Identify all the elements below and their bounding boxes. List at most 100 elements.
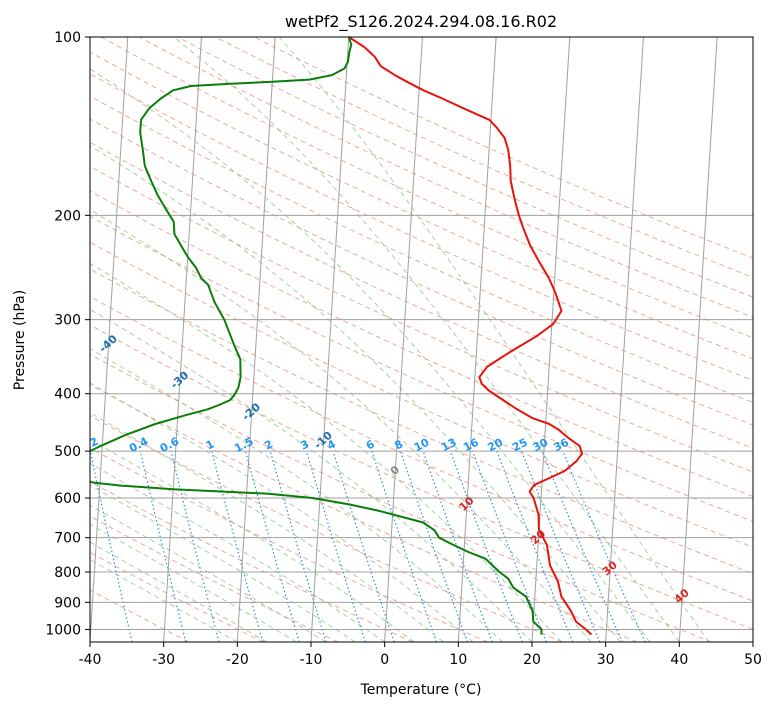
isotherm-line <box>384 37 423 642</box>
y-tick-label: 200 <box>54 208 81 224</box>
mixing-ratio-label: 2 <box>262 437 275 452</box>
x-axis-ticks: -40 -30 -20 -10 0 10 20 30 40 50 <box>79 642 762 668</box>
moist-adiabat-line <box>90 438 415 642</box>
y-tick-label: 700 <box>54 531 81 547</box>
isotherm-line <box>90 37 129 642</box>
dry-adiabat-label: -50 <box>26 290 50 313</box>
mixing-ratio-line <box>211 450 264 642</box>
sounding-series <box>90 37 593 636</box>
mixing-ratio-label: 25 <box>510 436 530 455</box>
y-axis-label: Pressure (hPa) <box>12 290 28 390</box>
y-tick-label: 600 <box>54 491 81 507</box>
isotherm-line <box>678 37 718 642</box>
dry-adiabat-line <box>90 73 753 381</box>
dry-adiabat-line <box>90 118 753 426</box>
mixing-ratio-label: 20 <box>486 436 506 455</box>
dry-adiabat-line <box>100 37 753 339</box>
moist-adiabat-line <box>90 348 503 642</box>
dry-adiabat-line <box>90 415 563 642</box>
mixing-ratio-line <box>170 450 220 642</box>
x-tick-label: 40 <box>670 652 688 668</box>
dry-adiabat-label: -40 <box>97 332 121 355</box>
line-labels: 0.10.20.40.611.52346810131620253036-100-… <box>26 290 692 606</box>
x-tick-label: -30 <box>152 652 175 668</box>
isotherm-line <box>457 37 497 642</box>
moist-adiabat-line <box>90 68 651 642</box>
mixing-ratio-label: 36 <box>551 436 571 455</box>
isobar-gridlines <box>90 37 753 630</box>
moist-adiabat-line <box>90 558 238 642</box>
moist-adiabat-label: 40 <box>672 586 692 606</box>
isotherm-line <box>236 37 276 642</box>
dry-adiabat-line <box>215 37 753 278</box>
mixing-ratio-lines <box>90 450 646 642</box>
dry-adiabat-line <box>90 215 753 523</box>
moist-adiabat-line <box>90 504 326 642</box>
x-tick-label: 0 <box>380 652 389 668</box>
mixing-ratio-label: 3 <box>299 437 312 452</box>
plot-area: 0.10.20.40.611.52346810131620253036-100-… <box>26 37 753 642</box>
dry-adiabat-line <box>90 296 753 602</box>
dry-adiabat-line <box>90 353 712 642</box>
mixing-ratio-label: 13 <box>439 436 459 455</box>
x-tick-label: -40 <box>79 652 102 668</box>
x-tick-label: 20 <box>523 652 541 668</box>
mixing-ratio-line <box>521 450 601 642</box>
mixing-ratio-label: 0.6 <box>158 435 182 456</box>
mixing-ratio-line <box>269 450 327 642</box>
dry-adiabat-line <box>90 589 190 642</box>
moist-adiabat-line <box>90 541 268 642</box>
x-tick-label: 50 <box>744 652 762 668</box>
mixing-ratio-line <box>472 450 547 642</box>
moist-adiabat-line <box>173 37 680 642</box>
isotherm-line <box>531 37 571 642</box>
x-tick-label: 10 <box>449 652 467 668</box>
y-tick-label: 1000 <box>45 622 81 638</box>
moist-adiabat-line <box>90 144 621 642</box>
moist-adiabat-line <box>90 523 297 642</box>
moist-adiabat-line <box>90 484 356 642</box>
dry-adiabat-line <box>90 447 488 642</box>
y-tick-label: 800 <box>54 565 81 581</box>
dry-adiabat-line <box>90 165 753 473</box>
mixing-ratio-label: 10 <box>412 436 432 455</box>
moist-adiabat-label: 20 <box>528 527 548 547</box>
dry-adiabat-line <box>139 37 753 318</box>
y-tick-label: 500 <box>54 444 81 460</box>
dry-adiabat-line <box>90 551 264 642</box>
moist-adiabat-line <box>278 37 710 642</box>
dry-adiabat-line <box>90 383 638 642</box>
mixing-ratio-label: 30 <box>531 436 551 455</box>
mixing-ratio-line <box>449 450 523 642</box>
dry-adiabat-label: 0 <box>388 463 403 478</box>
moist-adiabat-line <box>90 382 474 642</box>
mixing-ratio-line <box>244 450 300 642</box>
x-tick-label: -20 <box>226 652 249 668</box>
mixing-ratio-label: 6 <box>364 437 377 452</box>
dry-adiabat-label: -20 <box>240 400 264 423</box>
y-tick-label: 300 <box>54 313 81 329</box>
dry-adiabat-label: -30 <box>168 368 192 391</box>
plot-frame <box>89 36 754 643</box>
isotherm-line <box>310 37 350 642</box>
mixing-ratio-line <box>90 450 133 642</box>
isotherm-line <box>163 37 202 642</box>
mixing-ratio-label: 16 <box>461 436 481 455</box>
mixing-ratio-line <box>541 450 623 642</box>
dry-adiabat-line <box>90 241 753 548</box>
dewpoint-profile-line <box>90 37 543 635</box>
y-tick-label: 100 <box>54 30 81 46</box>
mixing-ratio-label: 8 <box>393 437 406 452</box>
mixing-ratio-line <box>371 450 437 642</box>
chart-title: wetPf2_S126.2024.294.08.16.R02 <box>285 12 557 32</box>
isotherm-gridlines <box>90 37 753 642</box>
mixing-ratio-label: 0.2 <box>77 435 100 455</box>
mixing-ratio-line <box>139 450 187 642</box>
moist-adiabat-line <box>90 462 385 642</box>
temperature-profile-line <box>348 37 593 636</box>
mixing-ratio-line <box>496 450 574 642</box>
y-tick-label: 900 <box>54 595 81 611</box>
mixing-ratio-label: 1 <box>204 437 217 452</box>
y-tick-label: 400 <box>54 387 81 403</box>
